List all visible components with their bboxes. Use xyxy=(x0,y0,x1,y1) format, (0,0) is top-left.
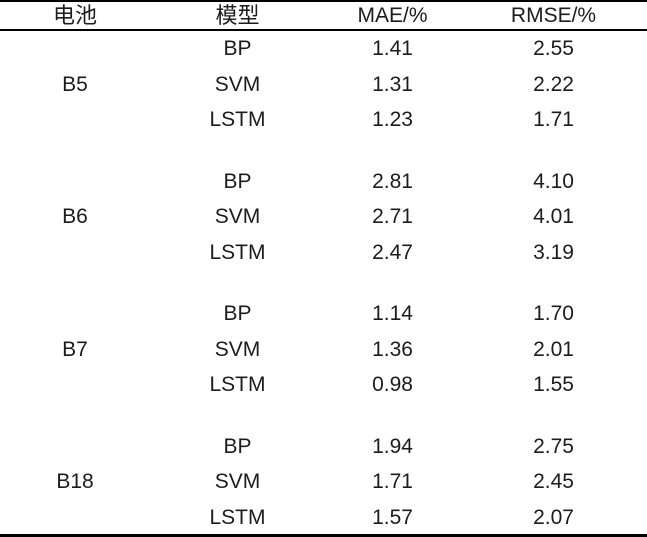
battery-cell: B6 xyxy=(62,205,88,229)
table-row: LSTM 2.47 3.19 xyxy=(0,235,647,271)
table-row: LSTM 0.98 1.55 xyxy=(0,367,647,403)
table-row: BP 1.14 1.70 xyxy=(0,296,647,332)
table-row: BP 1.94 2.75 xyxy=(0,429,647,465)
mae-value-cell: 2.71 xyxy=(372,205,413,229)
model-cell: SVM xyxy=(214,72,261,96)
mae-value-cell: 1.36 xyxy=(372,337,413,361)
model-cell: LSTM xyxy=(209,505,266,529)
battery-cell: B7 xyxy=(62,337,88,361)
rmse-value-cell: 2.75 xyxy=(533,434,574,458)
column-header-battery: 电池 xyxy=(52,2,97,28)
table-row: B7 SVM 1.36 2.01 xyxy=(0,332,647,368)
model-cell: SVM xyxy=(214,470,261,494)
table-row: LSTM 1.57 2.07 xyxy=(0,500,647,536)
table-row: B6 SVM 2.71 4.01 xyxy=(0,199,647,235)
rmse-value-cell: 2.07 xyxy=(533,505,574,529)
group-separator xyxy=(0,403,647,429)
group-separator xyxy=(0,138,647,164)
model-cell: BP xyxy=(223,302,252,326)
rmse-value-cell: 4.10 xyxy=(533,169,574,193)
battery-cell: B18 xyxy=(56,470,94,494)
rmse-value-cell: 1.55 xyxy=(533,373,574,397)
column-header-mae: MAE/% xyxy=(357,4,428,27)
model-cell: SVM xyxy=(214,205,261,229)
group-separator xyxy=(0,270,647,296)
model-cell: SVM xyxy=(214,337,261,361)
rmse-value-cell: 1.71 xyxy=(533,108,574,132)
rmse-value-cell: 2.45 xyxy=(533,470,574,494)
mae-value-cell: 2.81 xyxy=(372,169,413,193)
table-header-row: 电池 模型 MAE/% RMSE/% xyxy=(0,2,647,31)
mae-value-cell: 1.94 xyxy=(372,434,413,458)
mae-value-cell: 1.71 xyxy=(372,470,413,494)
mae-value-cell: 1.41 xyxy=(372,37,413,61)
model-cell: BP xyxy=(223,37,252,61)
battery-cell: B5 xyxy=(62,72,88,96)
rmse-value-cell: 1.70 xyxy=(533,302,574,326)
rmse-value-cell: 2.55 xyxy=(533,37,574,61)
rmse-value-cell: 2.22 xyxy=(533,72,574,96)
rmse-value-cell: 3.19 xyxy=(533,240,574,264)
column-header-model: 模型 xyxy=(215,2,260,28)
mae-value-cell: 1.23 xyxy=(372,108,413,132)
table-row: B18 SVM 1.71 2.45 xyxy=(0,464,647,500)
table-row: BP 2.81 4.10 xyxy=(0,164,647,200)
mae-value-cell: 1.14 xyxy=(372,302,413,326)
model-cell: LSTM xyxy=(209,373,266,397)
model-cell: BP xyxy=(223,434,252,458)
mae-value-cell: 2.47 xyxy=(372,240,413,264)
mae-value-cell: 1.31 xyxy=(372,72,413,96)
model-cell: LSTM xyxy=(209,108,266,132)
model-cell: BP xyxy=(223,169,252,193)
mae-value-cell: 1.57 xyxy=(372,505,413,529)
rmse-value-cell: 2.01 xyxy=(533,337,574,361)
table-row: B5 SVM 1.31 2.22 xyxy=(0,67,647,103)
rmse-value-cell: 4.01 xyxy=(533,205,574,229)
model-cell: LSTM xyxy=(209,240,266,264)
table-row: LSTM 1.23 1.71 xyxy=(0,102,647,138)
mae-value-cell: 0.98 xyxy=(372,373,413,397)
column-header-rmse: RMSE/% xyxy=(510,4,597,27)
table-body: BP 1.41 2.55 B5 SVM 1.31 2.22 LSTM 1.23 1.71 BP 2.8… xyxy=(0,31,647,535)
table-row: BP 1.41 2.55 xyxy=(0,31,647,67)
